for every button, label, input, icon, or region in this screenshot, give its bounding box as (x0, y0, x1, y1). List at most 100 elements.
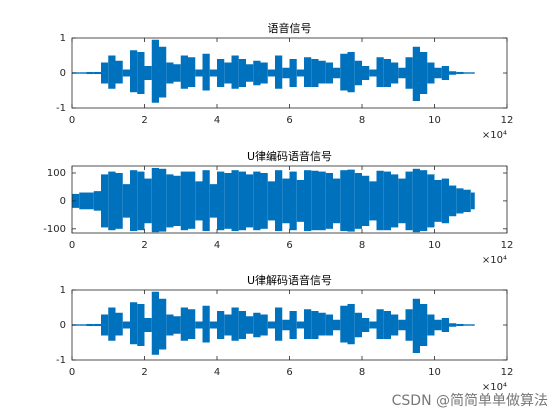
signal-segment (289, 59, 297, 87)
x-tick-label: 8 (359, 367, 365, 378)
signal-segment (151, 39, 159, 103)
signal-segment (470, 192, 475, 210)
signal-segment (260, 62, 268, 84)
signal-segment (333, 67, 341, 79)
signal-segment (354, 60, 362, 86)
signal-segment (246, 174, 254, 228)
signal-segment (238, 171, 246, 231)
x-exponent: ×10⁴ (482, 130, 507, 141)
signal-segment (412, 46, 420, 101)
signal-segment (362, 318, 370, 332)
signal-segment (260, 172, 268, 229)
signal-segment (159, 168, 167, 232)
signal-segment (253, 60, 261, 86)
signal-segment (318, 312, 326, 336)
signal-segment (427, 62, 435, 84)
signal-segment (311, 311, 319, 339)
signal-segment (463, 189, 471, 213)
signal-segment (470, 324, 475, 326)
x-tick-label: 12 (501, 367, 514, 378)
signal-segment (246, 316, 254, 334)
signal-segment (231, 55, 239, 89)
signal-segment (318, 171, 326, 231)
signal-segment (376, 170, 384, 231)
plot-area (72, 39, 475, 103)
signal-segment (166, 62, 174, 84)
signal-segment (420, 52, 428, 94)
signal-segment (362, 175, 370, 227)
signal-segment (296, 321, 304, 329)
signal-segment (441, 318, 449, 332)
signal-segment (354, 172, 362, 229)
signal-segment (260, 314, 268, 336)
signal-segment (224, 314, 232, 336)
signal-segment (202, 305, 210, 343)
signal-segment (144, 318, 152, 332)
signal-segment (340, 170, 348, 232)
signal-segment (101, 314, 109, 336)
signal-segment (246, 64, 254, 82)
signal-segment (463, 72, 471, 74)
signal-segment (420, 304, 428, 346)
signal-segment (137, 304, 145, 346)
signal-segment (144, 178, 152, 224)
y-tick-label: -1 (56, 103, 66, 114)
signal-segment (434, 179, 442, 222)
signal-segment (333, 319, 341, 331)
signal-segment (289, 171, 297, 231)
signal-segment (296, 69, 304, 77)
signal-segment (318, 60, 326, 84)
x-tick-label: 2 (141, 367, 147, 378)
signal-segment (267, 69, 275, 77)
signal-segment (427, 314, 435, 336)
signal-segment (231, 170, 239, 232)
signal-segment (93, 191, 101, 211)
x-tick-label: 0 (69, 115, 75, 126)
x-tick-label: 2 (141, 115, 147, 126)
x-tick-label: 12 (501, 115, 514, 126)
signal-segment (311, 59, 319, 87)
signal-segment (405, 309, 413, 341)
signal-segment (304, 57, 312, 87)
signal-segment (86, 71, 94, 75)
signal-segment (456, 188, 464, 214)
signal-segment (383, 311, 391, 339)
x-tick-label: 4 (214, 240, 220, 251)
signal-segment (347, 52, 355, 93)
signal-segment (275, 307, 283, 341)
signal-segment (376, 57, 384, 87)
plot-area (72, 291, 475, 355)
signal-segment (93, 323, 101, 327)
signal-segment (101, 174, 109, 228)
x-exponent: ×10⁴ (482, 255, 507, 266)
signal-segment (217, 59, 225, 87)
signal-segment (441, 178, 449, 224)
signal-segment (434, 67, 442, 79)
signal-segment (275, 55, 283, 89)
signal-segment (115, 60, 123, 84)
x-tick-label: 10 (428, 115, 441, 126)
signal-segment (173, 316, 181, 334)
signal-segment (354, 312, 362, 338)
signal-segment (122, 321, 130, 329)
signal-segment (391, 314, 399, 336)
signal-segment (195, 69, 203, 77)
signal-segment (456, 323, 464, 327)
signal-segment (180, 307, 188, 341)
signal-segment (362, 66, 370, 80)
signal-segment (412, 168, 420, 233)
signal-segment (449, 71, 457, 75)
y-tick-label: -100 (43, 224, 66, 235)
signal-segment (325, 314, 333, 336)
signal-segment (434, 319, 442, 331)
signal-segment (144, 66, 152, 80)
y-tick-label: 0 (60, 68, 66, 79)
signal-segment (108, 55, 116, 89)
signal-segment (101, 62, 109, 84)
signal-segment (427, 174, 435, 228)
signal-segment (195, 181, 203, 221)
y-tick-label: 1 (60, 285, 66, 296)
signal-segment (441, 66, 449, 80)
signal-segment (325, 172, 333, 229)
